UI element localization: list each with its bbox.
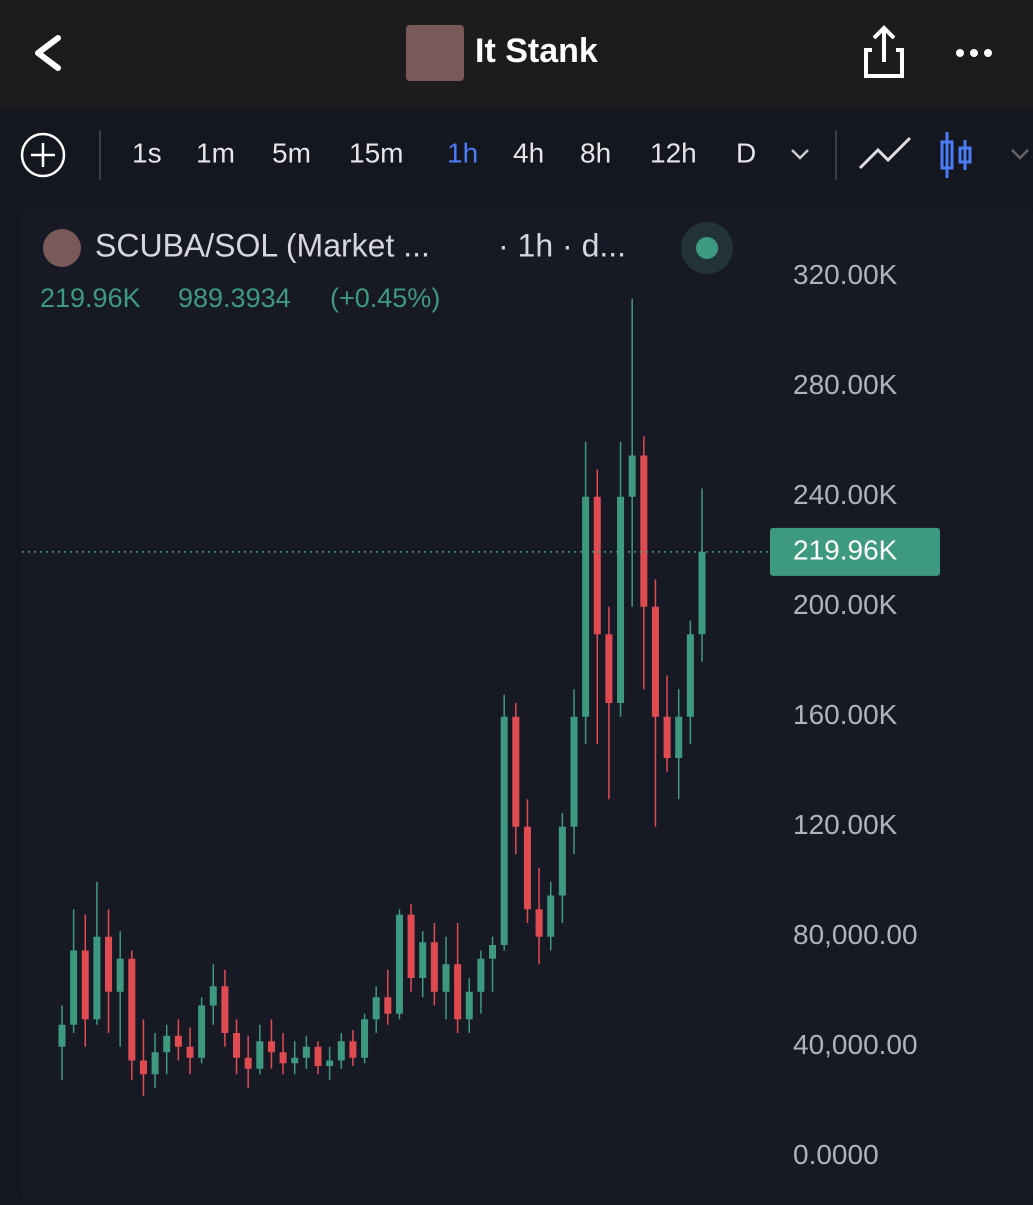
candle-body	[663, 716, 671, 758]
candle-body	[477, 958, 485, 992]
legend-close: 219.96K	[40, 283, 141, 313]
candle-body	[675, 716, 683, 758]
more-button[interactable]	[956, 49, 992, 57]
candle-body	[628, 455, 636, 497]
candle-body	[198, 1005, 206, 1058]
candle-body	[151, 1052, 159, 1075]
interval-button[interactable]: 4h	[513, 137, 544, 168]
candle-body	[291, 1057, 299, 1064]
candle-body	[105, 936, 113, 992]
candle-body	[395, 914, 403, 1014]
candle-body	[547, 895, 555, 937]
token-avatar	[406, 25, 464, 81]
candle-body	[70, 950, 78, 1025]
candle-body	[430, 942, 438, 992]
candle-body	[174, 1035, 182, 1047]
legend-title: SCUBA/SOL (Market ...	[95, 227, 430, 263]
candle-body	[256, 1041, 264, 1069]
candle-body	[442, 964, 450, 992]
candle-chart-button[interactable]	[940, 132, 972, 178]
interval-button[interactable]: 12h	[650, 137, 697, 168]
y-tick-label: 320.00K	[793, 259, 898, 290]
candle-body	[163, 1035, 171, 1053]
candle-body	[640, 455, 648, 607]
candle-body	[326, 1060, 334, 1066]
candle-body	[349, 1041, 357, 1058]
candle-body	[407, 914, 415, 978]
candle-body	[372, 997, 380, 1020]
candle-body	[267, 1041, 275, 1053]
candle-body	[686, 634, 694, 717]
candle-body	[454, 964, 462, 1020]
legend-change-pct: (+0.45%)	[330, 283, 440, 313]
y-tick-label: 160.00K	[793, 699, 898, 730]
y-tick-label: 240.00K	[793, 479, 898, 510]
top-bar	[0, 0, 1033, 108]
interval-button[interactable]: 1h	[447, 137, 478, 168]
last-price-badge	[770, 527, 940, 576]
candle-body	[93, 936, 101, 1020]
y-tick-label: 280.00K	[793, 369, 898, 400]
candle-body	[512, 716, 520, 827]
y-tick-label: 40,000.00	[793, 1029, 918, 1060]
header-title: It Stank	[475, 32, 598, 70]
candle-body	[314, 1046, 322, 1066]
toolbar	[0, 108, 1033, 198]
candle-body	[570, 716, 578, 827]
add-indicator-button[interactable]	[20, 132, 66, 178]
candle-body	[279, 1052, 287, 1064]
candle-body	[698, 551, 706, 635]
candle-body	[582, 496, 590, 717]
y-tick-label: 0.0000	[793, 1139, 879, 1170]
y-tick-label: 200.00K	[793, 589, 898, 620]
candle-body	[489, 945, 497, 959]
y-tick-label: 120.00K	[793, 809, 898, 840]
line-chart-button[interactable]	[858, 136, 912, 170]
candle-body	[221, 986, 229, 1033]
candle-body	[81, 950, 89, 1020]
candle-body	[605, 634, 613, 703]
candle-body	[186, 1046, 194, 1058]
candle-body	[139, 1060, 147, 1075]
interval-dropdown[interactable]	[791, 149, 809, 160]
chart-type-dropdown[interactable]	[1011, 149, 1029, 160]
candle-body	[361, 1019, 369, 1058]
legend-interval: · 1h · d...	[498, 227, 626, 263]
chart-panel	[22, 208, 1033, 1200]
candle-body	[617, 496, 625, 703]
candle-body	[233, 1033, 241, 1058]
interval-button[interactable]: 1s	[132, 137, 162, 168]
candle-body	[651, 606, 659, 717]
interval-button[interactable]: 5m	[272, 137, 311, 168]
interval-button[interactable]: D	[736, 137, 756, 168]
legend-change: 989.3934	[178, 283, 291, 313]
share-button[interactable]	[864, 25, 904, 78]
candle-body	[128, 958, 136, 1061]
candle-body	[558, 826, 566, 896]
candle-body	[419, 942, 427, 978]
candle-body	[535, 909, 543, 937]
candle-body	[58, 1024, 66, 1047]
candle-body	[384, 997, 392, 1014]
candle-body	[500, 716, 508, 945]
candle-body	[593, 496, 601, 635]
candle-body	[244, 1057, 252, 1069]
y-tick-label: 80,000.00	[793, 919, 918, 950]
interval-button[interactable]: 1m	[196, 137, 235, 168]
interval-button[interactable]: 15m	[349, 137, 403, 168]
interval-button[interactable]: 8h	[580, 137, 611, 168]
candle-body	[337, 1041, 345, 1061]
candle-body	[465, 991, 473, 1020]
candle-body	[209, 986, 217, 1006]
candle-body	[116, 958, 124, 992]
symbol-avatar	[43, 229, 81, 267]
candle-body	[523, 826, 531, 910]
last-price-label: 219.96K	[793, 534, 898, 565]
candle-body	[302, 1046, 310, 1058]
back-button[interactable]	[35, 35, 61, 71]
status-dot	[696, 237, 718, 259]
